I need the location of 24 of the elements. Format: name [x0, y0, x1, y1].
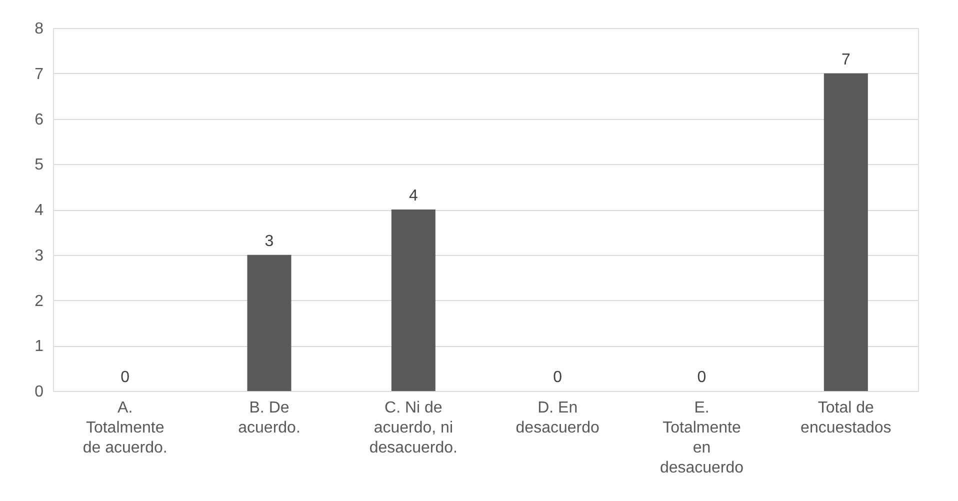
- y-tick-label: 3: [34, 247, 44, 264]
- y-tick-label: 6: [34, 111, 44, 128]
- x-tick-label: D. En desacuerdo: [516, 400, 600, 436]
- x-tick-label: B. De acuerdo.: [238, 400, 300, 436]
- y-tick-label: 1: [34, 338, 44, 356]
- data-label: 0: [697, 369, 706, 386]
- data-label: 0: [553, 369, 562, 386]
- y-tick-label: 7: [34, 66, 44, 83]
- y-tick-label: 5: [34, 156, 44, 174]
- data-label: 3: [264, 232, 274, 250]
- bar: [247, 254, 292, 391]
- bar: [391, 210, 436, 391]
- y-tick-label: 8: [34, 20, 44, 38]
- y-tick-label: 2: [34, 292, 44, 310]
- x-tick-label: A. Totalmente de acuerdo.: [82, 400, 168, 456]
- y-tick-label: 0: [34, 384, 44, 400]
- data-label: 7: [841, 51, 850, 68]
- y-tick-label: 4: [34, 202, 44, 219]
- x-tick-label: C. Ni de acuerdo, ni desacuerdo.: [369, 400, 458, 456]
- bar: [824, 73, 868, 391]
- x-tick-label: E. Totalmente en desacuerdo: [660, 400, 744, 476]
- data-label: 4: [408, 188, 418, 204]
- data-label: 0: [120, 369, 130, 386]
- x-tick-label: Total de encuestados: [800, 400, 892, 436]
